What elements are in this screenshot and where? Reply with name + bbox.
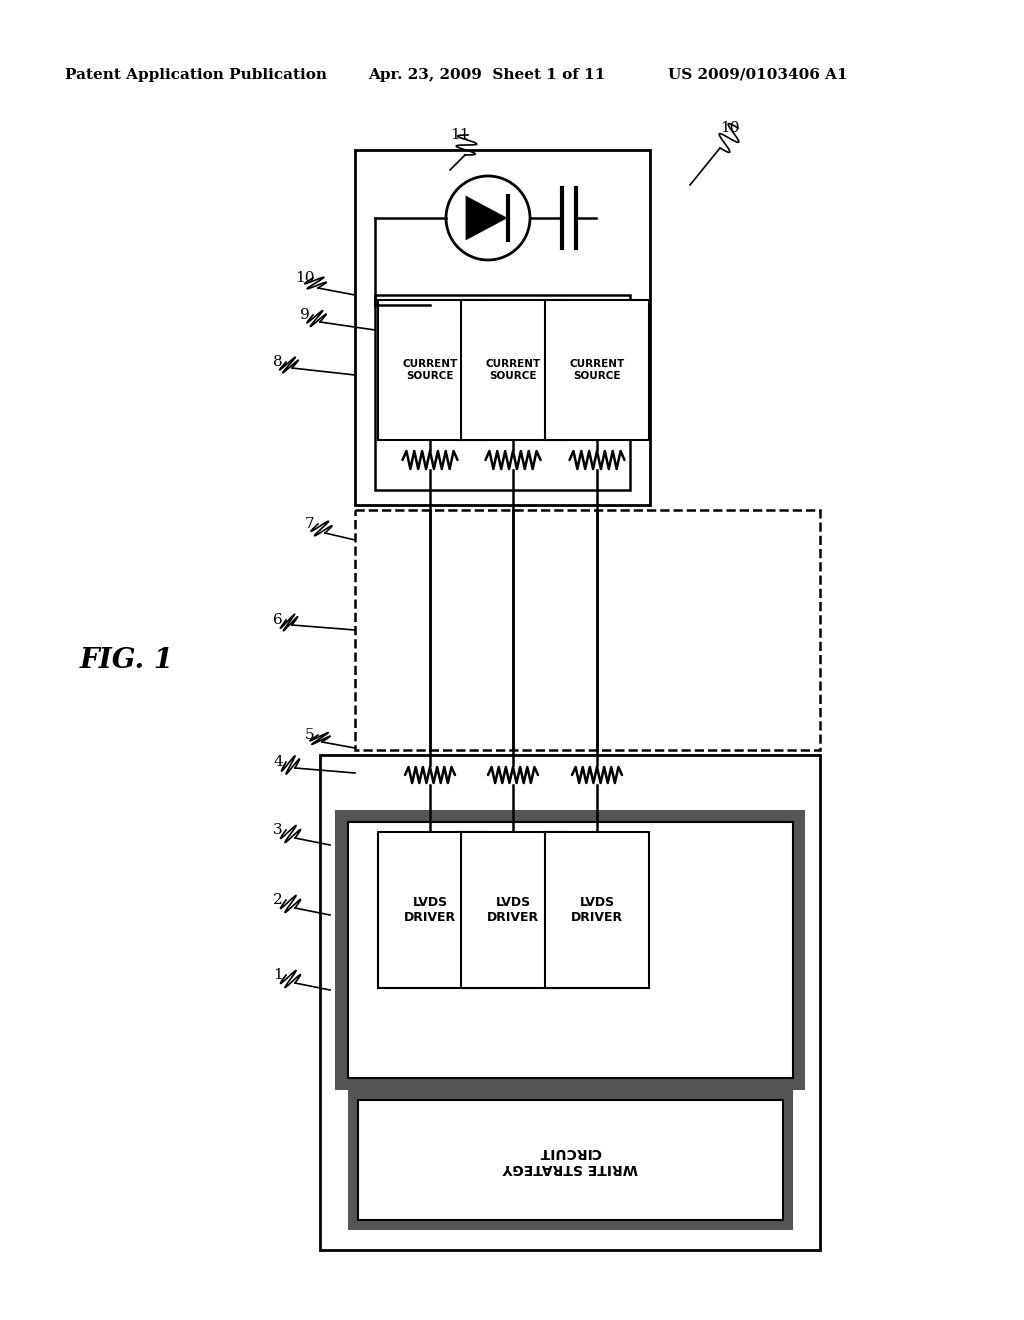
Text: US 2009/0103406 A1: US 2009/0103406 A1 xyxy=(668,69,848,82)
Bar xyxy=(461,832,565,987)
Text: FIG. 1: FIG. 1 xyxy=(80,647,174,673)
Bar xyxy=(355,510,820,750)
Polygon shape xyxy=(466,195,508,240)
Text: 10: 10 xyxy=(720,121,739,135)
Text: 4: 4 xyxy=(273,755,283,770)
Text: 5: 5 xyxy=(305,729,314,742)
Text: 2: 2 xyxy=(273,894,283,907)
Text: 8: 8 xyxy=(273,355,283,370)
Text: 11: 11 xyxy=(451,128,470,143)
Bar xyxy=(378,832,482,987)
Bar xyxy=(545,832,649,987)
Text: LVDS
DRIVER: LVDS DRIVER xyxy=(571,896,623,924)
Text: CURRENT
SOURCE: CURRENT SOURCE xyxy=(485,359,541,380)
Text: 1: 1 xyxy=(273,968,283,982)
Bar xyxy=(461,300,565,440)
Text: 9: 9 xyxy=(300,308,310,322)
Text: CURRENT
SOURCE: CURRENT SOURCE xyxy=(569,359,625,380)
Bar xyxy=(545,300,649,440)
Text: 7: 7 xyxy=(305,517,314,531)
Bar xyxy=(375,294,630,490)
Bar xyxy=(335,810,805,1090)
Text: 3: 3 xyxy=(273,822,283,837)
Text: Patent Application Publication: Patent Application Publication xyxy=(65,69,327,82)
Text: CURRENT
SOURCE: CURRENT SOURCE xyxy=(402,359,458,380)
Text: LVDS
DRIVER: LVDS DRIVER xyxy=(403,896,456,924)
Bar xyxy=(355,150,650,506)
Text: Apr. 23, 2009  Sheet 1 of 11: Apr. 23, 2009 Sheet 1 of 11 xyxy=(368,69,605,82)
Text: WRITE STRATEGY
CIRCUIT: WRITE STRATEGY CIRCUIT xyxy=(503,1144,638,1175)
Bar xyxy=(348,822,793,1078)
Text: 6: 6 xyxy=(273,612,283,627)
Bar xyxy=(358,1100,783,1220)
Bar xyxy=(378,300,482,440)
Bar xyxy=(319,755,820,1250)
Bar xyxy=(348,1090,793,1230)
Text: 10: 10 xyxy=(295,271,314,285)
Text: LVDS
DRIVER: LVDS DRIVER xyxy=(487,896,539,924)
